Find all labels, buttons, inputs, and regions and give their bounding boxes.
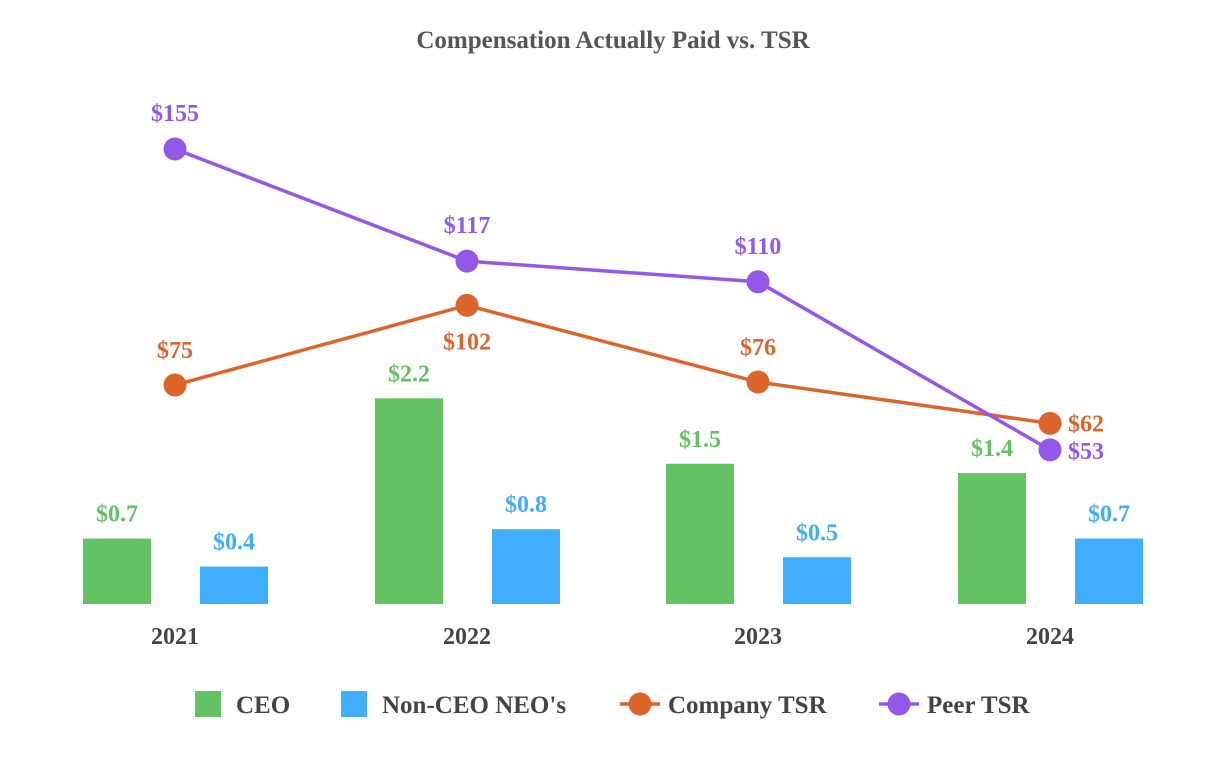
x-tick-2023: 2023: [734, 624, 782, 650]
data-label-ceo-2024: $1.4: [971, 436, 1013, 462]
bar-ceo-2022: [375, 398, 443, 604]
data-label-peer-tsr-2022: $117: [444, 213, 491, 239]
data-label-non-ceo-neo-s-2023: $0.5: [796, 520, 838, 546]
point-company-tsr-2022: [455, 293, 479, 317]
x-axis-ticks: 2021 2022 2023 2024: [151, 624, 1074, 650]
chart-title: Compensation Actually Paid vs. TSR: [416, 27, 810, 54]
legend-swatch-non-ceo-neo-s: [341, 691, 367, 717]
data-label-ceo-2021: $0.7: [96, 502, 138, 528]
bar-ceo-2024: [958, 473, 1026, 604]
data-label-company-tsr-2024: $62: [1068, 411, 1104, 437]
legend-label-peer-tsr: Peer TSR: [927, 692, 1030, 719]
bar-non-ceo-neo-s-2023: [783, 557, 851, 604]
point-peer-tsr-2023: [746, 270, 770, 294]
point-company-tsr-2021: [163, 373, 187, 397]
x-tick-2024: 2024: [1026, 624, 1074, 650]
bar-non-ceo-neo-s-2022: [492, 529, 560, 604]
lines-layer: [163, 137, 1062, 462]
data-label-company-tsr-2023: $76: [740, 335, 776, 361]
data-label-non-ceo-neo-s-2024: $0.7: [1088, 502, 1130, 528]
legend-marker-company-tsr: [628, 692, 652, 716]
legend-label-ceo: CEO: [236, 692, 290, 719]
data-label-peer-tsr-2023: $110: [735, 234, 782, 260]
data-label-non-ceo-neo-s-2021: $0.4: [213, 530, 255, 556]
data-label-non-ceo-neo-s-2022: $0.8: [505, 492, 547, 518]
labels-layer: $0.7 $2.2 $1.5 $1.4 $0.4 $0.8 $0.5 $0.7 $75 $102 $…: [96, 101, 1130, 556]
bar-non-ceo-neo-s-2024: [1075, 538, 1143, 604]
data-label-company-tsr-2022: $102: [443, 329, 491, 355]
legend-marker-peer-tsr: [887, 692, 911, 716]
point-peer-tsr-2022: [455, 249, 479, 273]
data-label-peer-tsr-2024: $53: [1068, 439, 1104, 465]
data-label-ceo-2023: $1.5: [679, 427, 721, 453]
legend-item-peer-tsr: Peer TSR: [879, 692, 1030, 719]
data-label-peer-tsr-2021: $155: [151, 101, 199, 127]
bar-ceo-2023: [666, 463, 734, 604]
point-company-tsr-2023: [746, 370, 770, 394]
data-label-company-tsr-2021: $75: [157, 338, 193, 364]
legend-item-company-tsr: Company TSR: [620, 692, 828, 719]
bars-layer: [83, 398, 1143, 604]
legend-label-company-tsr: Company TSR: [668, 692, 828, 719]
legend-swatch-ceo: [195, 691, 221, 717]
legend-label-non-ceo-neo-s: Non-CEO NEO's: [382, 692, 566, 719]
x-tick-2021: 2021: [151, 624, 199, 650]
bar-non-ceo-neo-s-2021: [200, 566, 268, 604]
point-company-tsr-2024: [1038, 411, 1062, 435]
line-peer-tsr: [174, 147, 1051, 452]
bar-ceo-2021: [83, 538, 151, 604]
point-peer-tsr-2021: [163, 137, 187, 161]
x-tick-2022: 2022: [443, 624, 491, 650]
point-peer-tsr-2024: [1038, 438, 1062, 462]
data-label-ceo-2022: $2.2: [388, 361, 430, 387]
line-company-tsr: [174, 303, 1051, 426]
legend-item-ceo: CEO: [195, 691, 290, 719]
legend: CEO Non-CEO NEO's Company TSR Peer TSR: [195, 691, 1030, 719]
legend-item-non-ceo-neo-s: Non-CEO NEO's: [341, 691, 566, 719]
